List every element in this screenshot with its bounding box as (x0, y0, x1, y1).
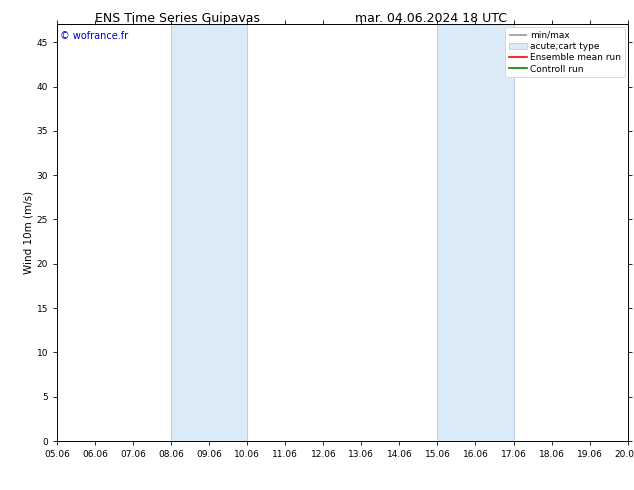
Text: © wofrance.fr: © wofrance.fr (60, 31, 128, 41)
Y-axis label: Wind 10m (m/s): Wind 10m (m/s) (23, 191, 34, 274)
Legend: min/max, acute;cart type, Ensemble mean run, Controll run: min/max, acute;cart type, Ensemble mean … (505, 27, 625, 77)
Bar (171, 24, 247, 441)
Text: mar. 04.06.2024 18 UTC: mar. 04.06.2024 18 UTC (355, 12, 507, 25)
Bar (437, 24, 514, 441)
Text: ENS Time Series Guipavas: ENS Time Series Guipavas (95, 12, 260, 25)
